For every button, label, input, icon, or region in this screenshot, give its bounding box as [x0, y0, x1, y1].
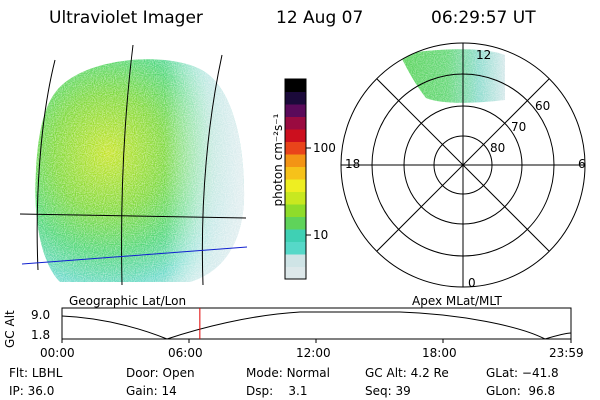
lat-label-80: 80 — [490, 141, 506, 155]
mlt-label-18: 18 — [345, 157, 361, 171]
colorbar-tick-label-10: 10 — [313, 228, 329, 242]
apex-label: Apex MLat/MLT — [412, 294, 502, 308]
info-door: Door: Open — [126, 366, 195, 380]
geographic-label: Geographic Lat/Lon — [69, 294, 187, 308]
info-mode: Mode: Normal — [246, 366, 330, 380]
colorbar-segment — [285, 141, 306, 155]
timeline-xtick-1800: 18:00 — [422, 346, 457, 360]
colorbar-segment — [285, 129, 306, 142]
info-gc-alt: GC Alt: 4.2 Re — [365, 366, 449, 380]
timeline-xtick-0000: 00:00 — [40, 346, 75, 360]
colorbar-segment — [285, 216, 306, 230]
geographic-grid — [19, 44, 247, 286]
colorbar-frame — [284, 78, 307, 280]
colorbar-segment — [285, 154, 306, 167]
terminator-line — [21, 246, 248, 265]
instrument-title: Ultraviolet Imager — [49, 8, 203, 28]
colorbar-segment — [285, 79, 306, 92]
colorbar-segment — [285, 104, 306, 117]
colorbar-segment — [285, 91, 306, 105]
info-glon: GLon: 96.8 — [486, 384, 556, 398]
colorbar-label: photon cm⁻²s⁻¹ — [271, 113, 285, 207]
polar-plot — [340, 42, 586, 288]
info-seq: Seq: 39 — [365, 384, 411, 398]
lat-label-60: 60 — [535, 99, 551, 113]
info-flt: Flt: LBHL — [9, 366, 63, 380]
colorbar-segment — [285, 254, 306, 267]
time-label: 06:29:57 UT — [431, 8, 536, 28]
colorbar-segment — [285, 266, 306, 280]
colorbar-segment — [285, 204, 306, 217]
info-dsp: Dsp: 3.1 — [246, 384, 308, 398]
lat-label-70: 70 — [511, 120, 527, 134]
timeline-plot — [61, 307, 572, 343]
timeline-xtick-1200: 12:00 — [296, 346, 331, 360]
info-gain: Gain: 14 — [126, 384, 177, 398]
colorbar-segment — [285, 166, 306, 180]
colorbar-segment — [285, 179, 306, 192]
colorbar-segment — [285, 191, 306, 205]
timeline-ytick-9: 9.0 — [31, 308, 51, 322]
colorbar-segment — [285, 116, 306, 130]
mlt-label-6: 6 — [578, 157, 586, 171]
colorbar-segment — [285, 229, 306, 242]
colorbar-tick-label-100: 100 — [313, 141, 336, 155]
info-ip: IP: 36.0 — [9, 384, 55, 398]
colorbar — [285, 79, 306, 280]
colorbar-segment — [285, 241, 306, 255]
mlt-label-0: 0 — [468, 276, 476, 290]
timeline-xtick-2359: 23:59 — [549, 346, 584, 360]
date-label: 12 Aug 07 — [276, 8, 364, 28]
info-glat: GLat: −41.8 — [486, 366, 559, 380]
earth-disc — [35, 59, 245, 282]
timeline-xtick-0600: 06:00 — [168, 346, 203, 360]
timeline-ytick-1-8: 1.8 — [31, 328, 51, 342]
timeline-ylabel: GC Alt — [3, 310, 17, 348]
mlt-label-12: 12 — [476, 48, 492, 62]
